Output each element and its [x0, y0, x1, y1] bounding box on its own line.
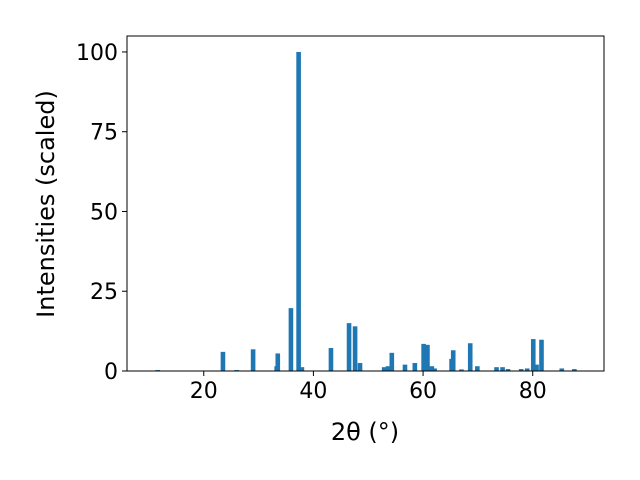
bar	[328, 348, 334, 371]
bar	[518, 369, 524, 371]
bar	[412, 363, 418, 371]
bar	[505, 369, 511, 371]
bar	[402, 364, 408, 371]
y-tick-label: 100	[76, 41, 118, 66]
bar	[288, 308, 294, 371]
bar	[494, 367, 499, 371]
bar	[421, 343, 426, 371]
y-tick-label: 50	[90, 200, 118, 225]
bar	[467, 343, 473, 371]
y-tick-label: 25	[90, 280, 118, 305]
bar	[385, 366, 391, 371]
bar	[250, 349, 256, 371]
bar	[432, 368, 437, 371]
bar	[357, 363, 363, 371]
y-tick-label: 75	[90, 121, 118, 146]
bar	[450, 350, 456, 371]
bar	[534, 364, 539, 371]
bar	[530, 339, 536, 371]
x-axis-label: 2θ (°)	[331, 418, 399, 446]
bar	[381, 367, 387, 371]
bar	[559, 368, 565, 371]
bar	[429, 366, 435, 371]
bar	[352, 326, 358, 371]
bar	[275, 353, 281, 371]
bar	[220, 351, 226, 371]
x-tick-label: 20	[190, 379, 218, 404]
x-tick-label: 60	[409, 379, 437, 404]
bar	[459, 369, 464, 371]
bar	[500, 367, 505, 371]
y-tick-label: 0	[104, 360, 118, 385]
x-tick-label: 80	[519, 379, 547, 404]
bar	[539, 339, 544, 371]
plot-frame	[126, 35, 605, 372]
bar	[299, 367, 305, 371]
bar	[524, 368, 530, 371]
bar	[389, 352, 395, 371]
bar	[296, 51, 301, 371]
y-axis-label: Intensities (scaled)	[32, 90, 60, 318]
bar	[572, 369, 577, 371]
bar	[346, 323, 352, 371]
bar	[425, 344, 430, 371]
bar	[475, 366, 480, 371]
x-tick-label: 40	[299, 379, 327, 404]
